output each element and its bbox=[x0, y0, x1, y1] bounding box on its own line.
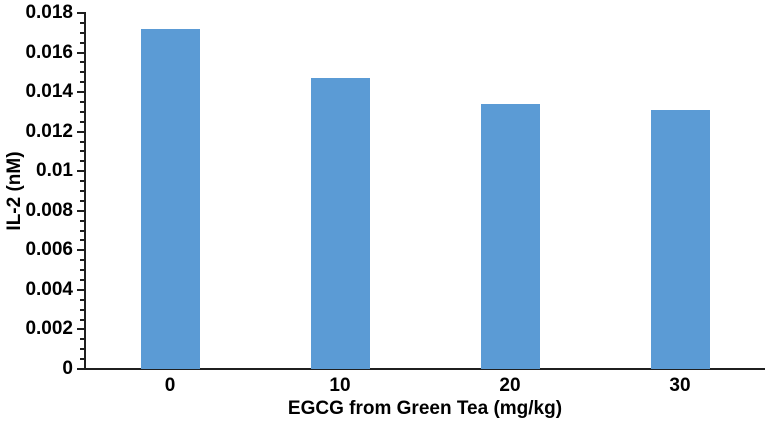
y-axis-tick-label: 0.016 bbox=[25, 41, 73, 63]
y-axis-major-tick bbox=[77, 288, 84, 291]
y-axis-major-tick bbox=[77, 170, 84, 173]
x-axis-tick-label: 20 bbox=[499, 375, 521, 396]
x-axis-tick-label: 10 bbox=[329, 375, 351, 396]
y-axis-minor-tick bbox=[80, 338, 84, 341]
x-axis-line bbox=[84, 368, 765, 370]
y-axis-minor-tick bbox=[80, 41, 84, 44]
bar bbox=[650, 109, 710, 369]
y-axis-minor-tick bbox=[80, 199, 84, 202]
y-axis-minor-tick bbox=[80, 21, 84, 24]
x-axis-title: EGCG from Green Tea (mg/kg) bbox=[287, 398, 563, 419]
y-axis-major-tick bbox=[77, 91, 84, 94]
y-axis-minor-tick bbox=[80, 219, 84, 222]
y-axis-minor-tick bbox=[80, 348, 84, 351]
y-axis-minor-tick bbox=[80, 160, 84, 163]
y-axis-tick-label: 0.018 bbox=[25, 2, 73, 23]
x-axis-tick-label: 0 bbox=[164, 375, 176, 396]
y-axis-minor-tick bbox=[80, 269, 84, 272]
y-axis-minor-tick bbox=[80, 150, 84, 153]
y-axis-minor-tick bbox=[80, 81, 84, 84]
y-axis-minor-tick bbox=[80, 190, 84, 192]
y-axis-tick-label: 0.014 bbox=[25, 81, 73, 103]
y-axis-minor-tick bbox=[80, 239, 84, 242]
y-axis-line bbox=[84, 12, 86, 370]
y-axis-minor-tick bbox=[80, 180, 84, 183]
bar bbox=[140, 28, 200, 369]
y-axis-major-tick bbox=[77, 249, 84, 252]
bar bbox=[480, 103, 540, 369]
y-axis-major-tick bbox=[77, 328, 84, 331]
x-axis-tick-label: 30 bbox=[669, 375, 691, 396]
y-axis-tick-label: 0.01 bbox=[36, 160, 73, 182]
y-axis-minor-tick bbox=[80, 71, 84, 74]
bar bbox=[310, 78, 370, 369]
y-axis-minor-tick bbox=[80, 298, 84, 301]
y-axis-minor-tick bbox=[80, 101, 84, 103]
y-axis-tick-label: 0.012 bbox=[25, 120, 73, 142]
y-axis-tick-label: 0.006 bbox=[25, 239, 73, 261]
y-axis-tick-label: 0.008 bbox=[25, 199, 73, 221]
y-axis-major-tick bbox=[77, 12, 84, 14]
y-axis-tick-label: 0.004 bbox=[25, 278, 73, 300]
y-axis-major-tick bbox=[77, 130, 84, 133]
y-axis-minor-tick bbox=[80, 229, 84, 232]
y-axis-minor-tick bbox=[80, 61, 84, 64]
y-axis-minor-tick bbox=[80, 31, 84, 34]
y-axis-minor-tick bbox=[80, 110, 84, 113]
y-axis-major-tick bbox=[77, 368, 84, 370]
y-axis-minor-tick bbox=[80, 140, 84, 143]
y-axis-major-tick bbox=[77, 209, 84, 212]
y-axis-minor-tick bbox=[80, 259, 84, 262]
y-axis-minor-tick bbox=[80, 279, 84, 281]
y-axis-tick-label: 0.002 bbox=[25, 318, 73, 340]
y-axis-minor-tick bbox=[80, 318, 84, 321]
y-axis-minor-tick bbox=[80, 308, 84, 311]
y-axis-tick-label: 0 bbox=[62, 358, 73, 379]
y-axis-minor-tick bbox=[80, 358, 84, 361]
y-axis-minor-tick bbox=[80, 120, 84, 123]
y-axis-major-tick bbox=[77, 51, 84, 54]
